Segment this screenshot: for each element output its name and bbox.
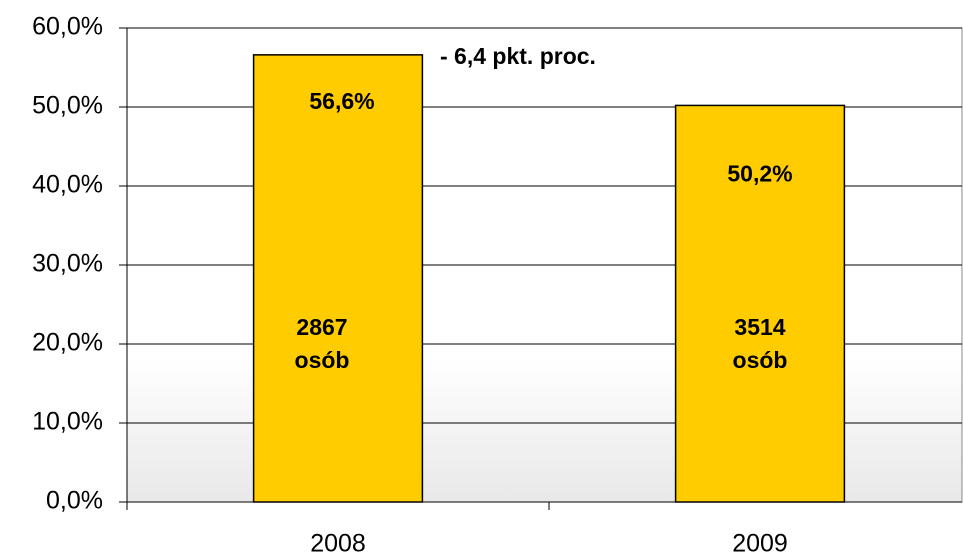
y-tick-label: 20,0% [32, 329, 103, 357]
bar [252, 54, 424, 503]
count-unit: osób [733, 347, 788, 373]
value-label: 56,6% [309, 88, 374, 114]
count-unit: osób [295, 347, 350, 373]
x-tick-label: 2008 [310, 530, 366, 558]
count-label: 2867 [296, 314, 347, 340]
y-tick-label: 50,0% [32, 92, 103, 120]
y-tick-label: 0,0% [46, 487, 103, 515]
y-tick-label: 40,0% [32, 171, 103, 199]
bar [674, 104, 846, 503]
y-tick-label: 30,0% [32, 250, 103, 278]
annotation: - 6,4 pkt. proc. [440, 43, 596, 69]
y-tick-label: 10,0% [32, 408, 103, 436]
value-label: 50,2% [727, 160, 792, 186]
x-tick-label: 2009 [732, 530, 788, 558]
y-tick-label: 60,0% [32, 13, 103, 41]
count-label: 3514 [734, 314, 785, 340]
